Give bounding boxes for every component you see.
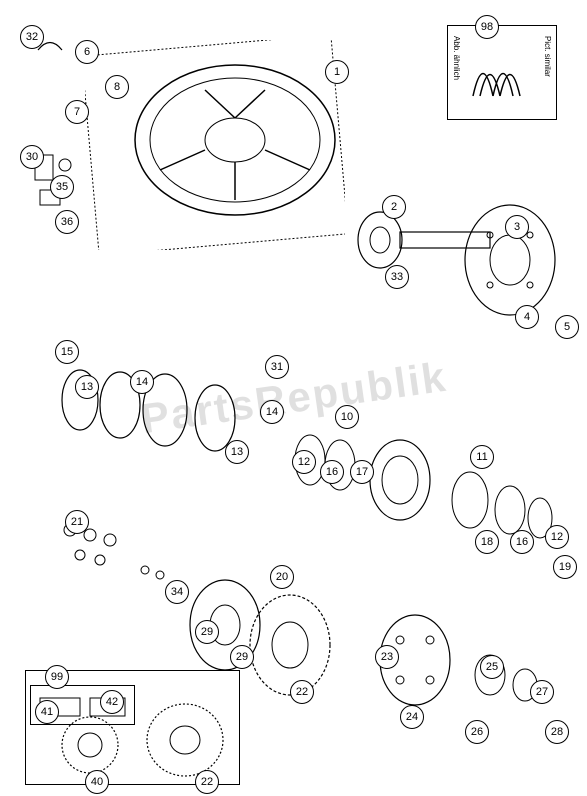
callout-21: 21	[65, 510, 89, 534]
callout-25: 25	[480, 655, 504, 679]
callout-29: 29	[230, 645, 254, 669]
callout-3: 3	[505, 215, 529, 239]
callout-12: 12	[292, 450, 316, 474]
callout-24: 24	[400, 705, 424, 729]
callout-98: 98	[475, 15, 499, 39]
callout-11: 11	[470, 445, 494, 469]
hub-assembly-illustration	[280, 410, 560, 550]
callout-5: 5	[555, 315, 579, 339]
callout-28: 28	[545, 720, 569, 744]
callout-13: 13	[225, 440, 249, 464]
callout-34: 34	[165, 580, 189, 604]
callout-12: 12	[545, 525, 569, 549]
callout-33: 33	[385, 265, 409, 289]
kit-sprocket-large-illustration	[140, 700, 230, 780]
callout-29: 29	[195, 620, 219, 644]
callout-22: 22	[195, 770, 219, 794]
callout-42: 42	[100, 690, 124, 714]
wheel-rim-illustration	[85, 40, 345, 250]
callout-14: 14	[260, 400, 284, 424]
decal-label-left: Abb. ähnlich	[452, 36, 461, 80]
callout-20: 20	[270, 565, 294, 589]
decal-label-right: Pict. similar	[543, 36, 552, 77]
callout-17: 17	[350, 460, 374, 484]
callout-10: 10	[335, 405, 359, 429]
callout-35: 35	[50, 175, 74, 199]
decal-preview-box: Abb. ähnlich Pict. similar	[447, 25, 557, 120]
callout-27: 27	[530, 680, 554, 704]
callout-18: 18	[475, 530, 499, 554]
callout-99: 99	[45, 665, 69, 689]
callout-16: 16	[510, 530, 534, 554]
callout-16: 16	[320, 460, 344, 484]
callout-26: 26	[465, 720, 489, 744]
decal-arcs-icon	[468, 41, 528, 106]
callout-4: 4	[515, 305, 539, 329]
callout-23: 23	[375, 645, 399, 669]
callout-31: 31	[265, 355, 289, 379]
callout-1: 1	[325, 60, 349, 84]
callout-13: 13	[75, 375, 99, 399]
callout-32: 32	[20, 25, 44, 49]
callout-30: 30	[20, 145, 44, 169]
callout-15: 15	[55, 340, 79, 364]
callout-14: 14	[130, 370, 154, 394]
callout-6: 6	[75, 40, 99, 64]
callout-41: 41	[35, 700, 59, 724]
callout-8: 8	[105, 75, 129, 99]
callout-22: 22	[290, 680, 314, 704]
callout-19: 19	[553, 555, 577, 579]
bearing-rings-illustration	[50, 350, 250, 470]
callout-2: 2	[382, 195, 406, 219]
callout-40: 40	[85, 770, 109, 794]
callout-36: 36	[55, 210, 79, 234]
callout-7: 7	[65, 100, 89, 124]
